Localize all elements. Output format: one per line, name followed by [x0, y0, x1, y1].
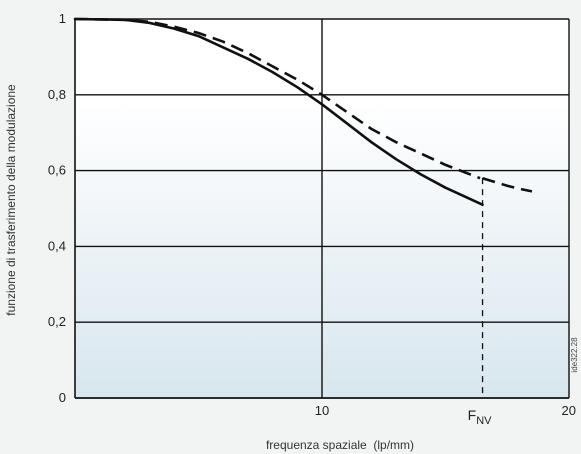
- annotation-fnv-subscript: NV: [476, 415, 492, 427]
- y-axis-title: funzione di trasferimento della modulazi…: [4, 84, 18, 316]
- series-line-dashed-2: [74, 17, 481, 180]
- y-tick-label: 0,6: [48, 163, 66, 178]
- annotation-fnv-main: F: [468, 407, 477, 423]
- y-tick-label: 0,4: [48, 238, 66, 253]
- x-tick-label: 20: [562, 403, 576, 418]
- y-tick-label: 1: [59, 11, 66, 26]
- y-tick-label: 0,8: [48, 87, 66, 102]
- y-tick-label: 0,2: [48, 314, 66, 329]
- series-line-dashed-3: [482, 176, 533, 193]
- y-tick-label: 0: [59, 390, 66, 405]
- x-tick-label: 10: [315, 403, 329, 418]
- annotation-fnv: FNV: [468, 407, 493, 427]
- x-axis-title: frequenza spaziale (lp/mm): [266, 438, 414, 452]
- series-line-solid-1: [73, 17, 484, 206]
- figure-code: ide322.28: [570, 337, 579, 373]
